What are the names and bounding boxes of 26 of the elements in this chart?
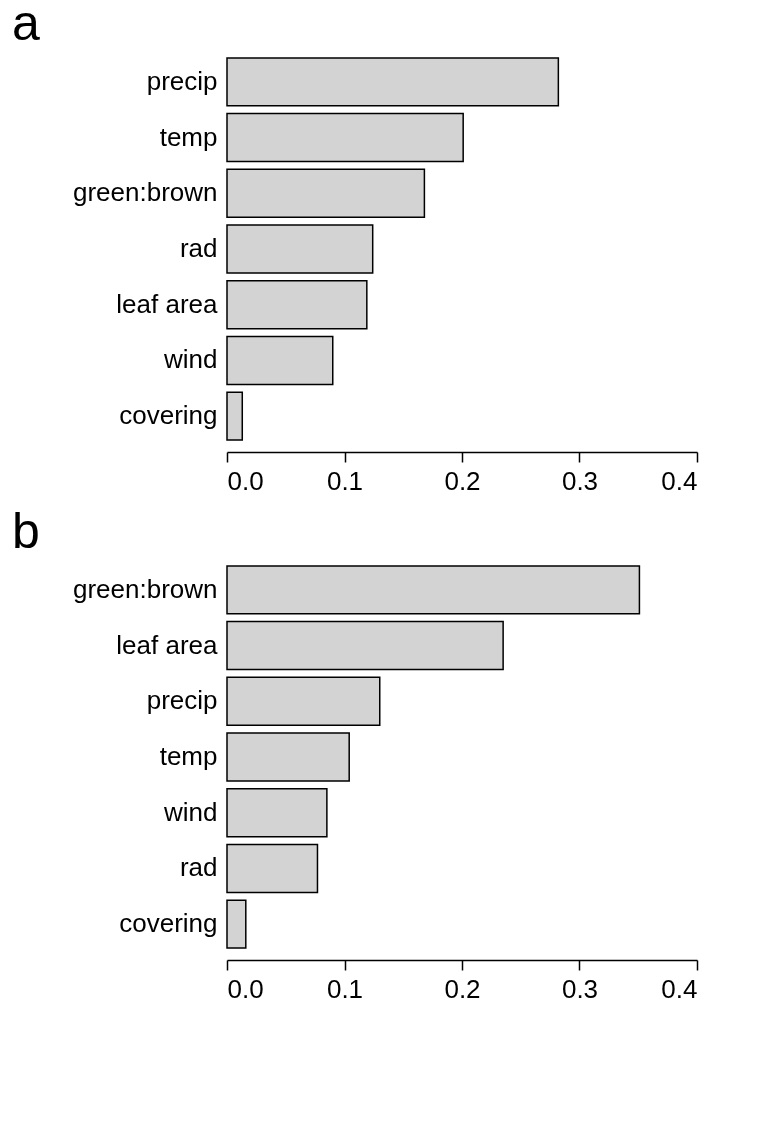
y-tick-label: green:brown	[72, 177, 218, 208]
x-tick-label: 0.1	[326, 973, 364, 1004]
x-tick-label: 0.4	[661, 973, 698, 1004]
y-tick-label: temp	[159, 741, 218, 771]
y-tick-label: wind	[163, 344, 218, 375]
y-tick-label: rad	[179, 852, 218, 883]
y-tick-label: wind	[163, 796, 218, 827]
x-tick-label: 0.2	[444, 973, 481, 1004]
y-tick-label: precip	[146, 65, 218, 96]
y-tick-label: rad	[179, 233, 218, 263]
x-tick-label: 0.2	[444, 465, 481, 496]
y-tick-label: covering	[119, 400, 218, 431]
x-tick-label: 0.0	[227, 465, 264, 496]
y-tick-label: leaf area	[116, 288, 219, 319]
chart-title: a	[12, 0, 40, 51]
y-tick-label: covering	[119, 908, 218, 939]
chart-title: b	[12, 503, 40, 559]
x-tick-label: 0.3	[561, 973, 599, 1004]
y-tick-label: leaf area	[116, 629, 219, 660]
x-tick-label: 0.1	[326, 465, 364, 496]
y-tick-label: temp	[159, 121, 218, 152]
y-tick-label: green:brown	[72, 573, 218, 604]
x-tick-label: 0.3	[561, 465, 599, 496]
x-tick-label: 0.4	[661, 465, 698, 496]
y-tick-label: precip	[146, 685, 218, 716]
x-tick-label: 0.0	[227, 973, 264, 1004]
